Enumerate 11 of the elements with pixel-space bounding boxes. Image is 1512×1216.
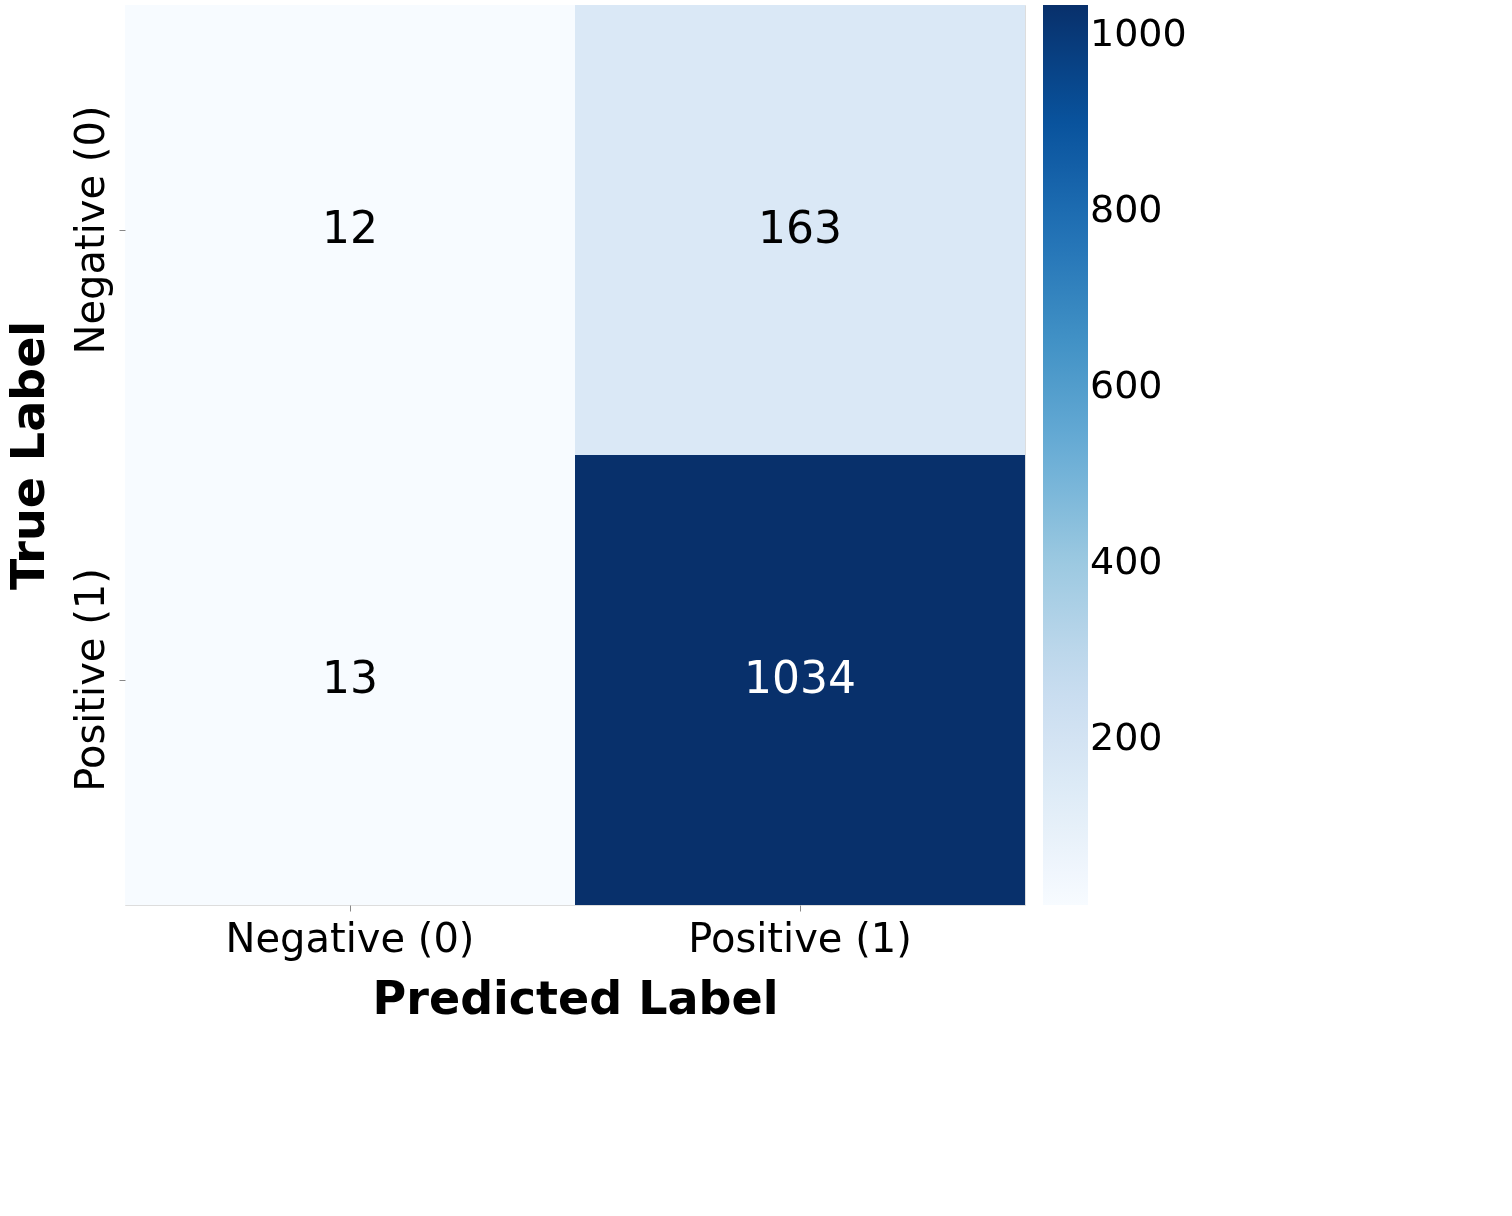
data-label: 163: [758, 202, 842, 253]
y-axis-title: True Label: [0, 320, 55, 591]
color-bar-label: 200: [1090, 715, 1163, 760]
data-label: 13: [322, 652, 378, 703]
data-label: 12: [322, 202, 378, 253]
color-bar-label: 400: [1090, 539, 1163, 584]
data-label: 1034: [744, 652, 856, 703]
color-bar-label: 1000: [1090, 10, 1187, 55]
color-bar-label: 600: [1090, 363, 1163, 408]
color-bar-label: 800: [1090, 187, 1163, 232]
x-axis-title: Predicted Label: [372, 970, 779, 1025]
